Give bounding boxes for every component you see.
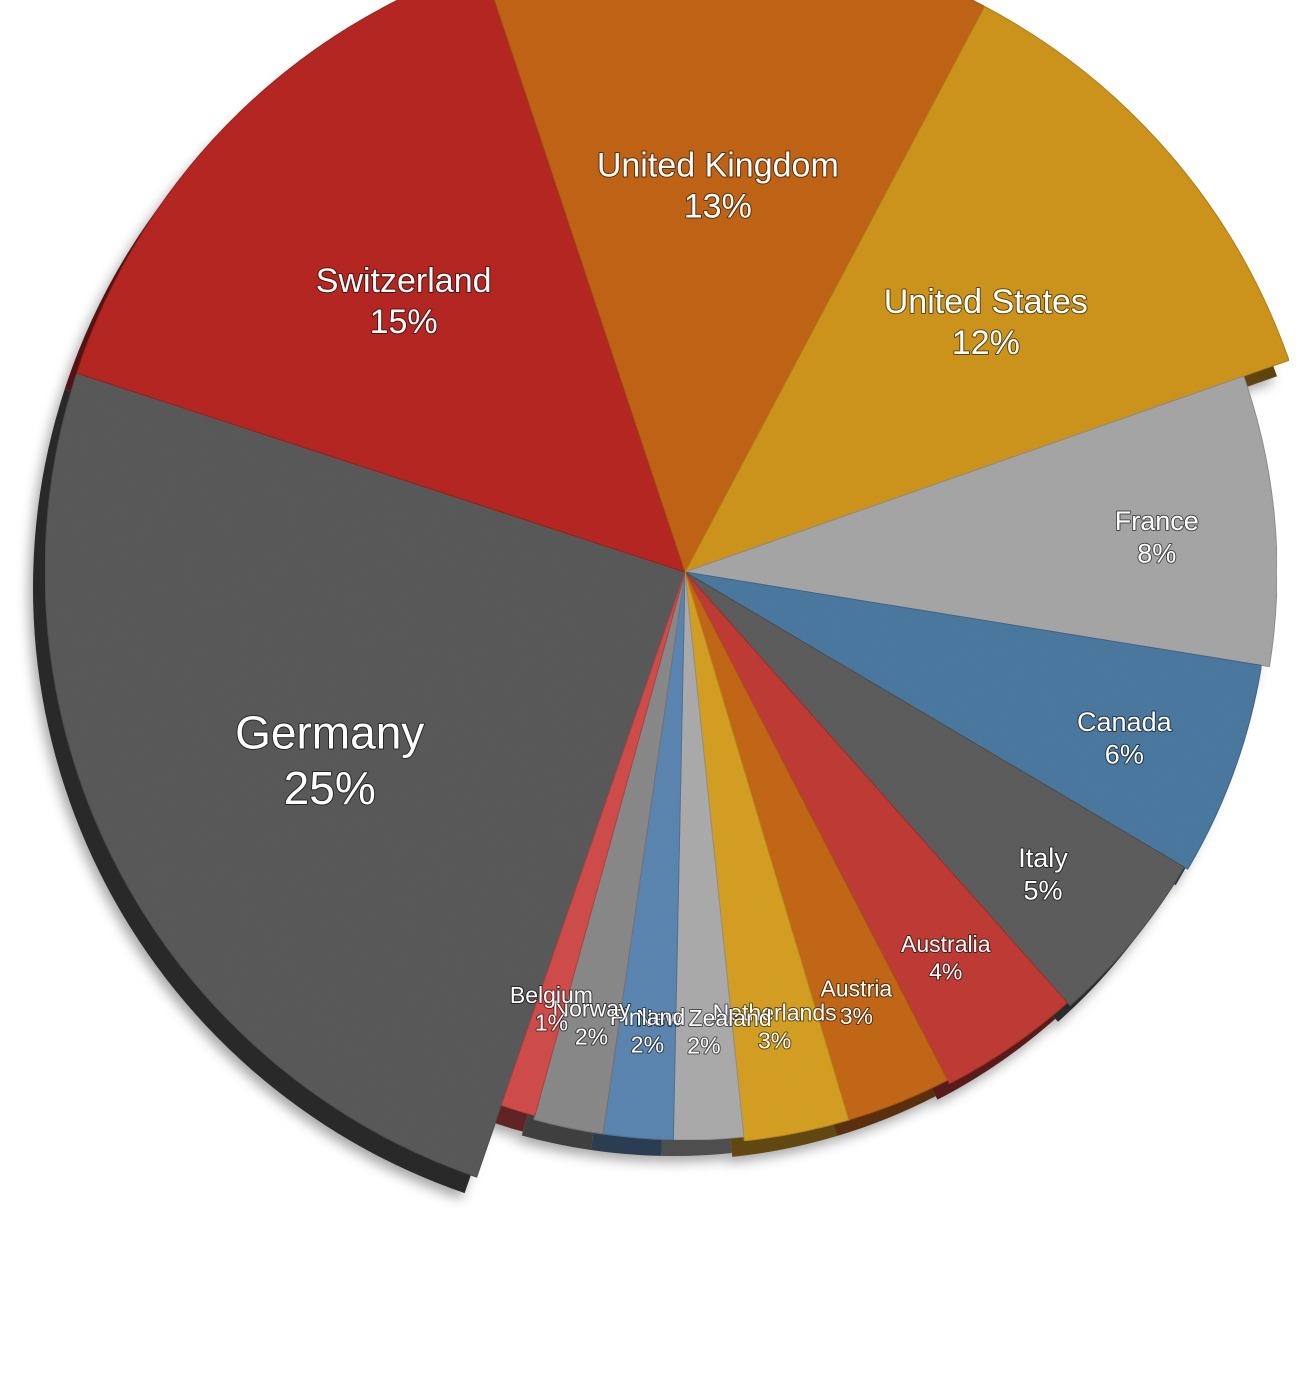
slice-germany[interactable]: [44, 372, 686, 1178]
slice-label-united-states: United States 12%: [884, 283, 1088, 362]
slice-name-finland: Finland: [610, 1004, 685, 1030]
slice-value-belgium: 1%: [535, 1010, 568, 1036]
slice-value-switzerland: 15%: [370, 303, 438, 341]
slice-switzerland[interactable]: [76, 0, 686, 573]
slice-value-norway: 2%: [575, 1023, 608, 1049]
slice-name-united-states: United States: [884, 283, 1088, 321]
slice-label-germany: Germany 25%: [235, 707, 424, 814]
slice-name-united-kingdom: United Kingdom: [597, 147, 839, 185]
slice-value-canada: 6%: [1105, 739, 1144, 769]
slice-united-kingdom[interactable]: [483, 0, 986, 574]
slice-france[interactable]: [684, 375, 1278, 668]
slice-name-france: France: [1115, 506, 1199, 536]
slice-norway[interactable]: [533, 571, 686, 1135]
slice-name-new-zealand: New Zealand: [636, 1005, 772, 1031]
slice-value-austria: 3%: [840, 1003, 873, 1029]
slice-name-austria: Austria: [821, 975, 893, 1001]
slice-name-canada: Canada: [1077, 707, 1173, 737]
slice-value-italy: 5%: [1024, 876, 1063, 906]
slice-united-states[interactable]: [683, 5, 1290, 573]
slice-layer: [44, 0, 1290, 1178]
slice-label-finland: Finland 2%: [610, 1004, 685, 1058]
slice-label-norway: Norway 2%: [553, 996, 631, 1050]
slice-label-new-zealand: New Zealand 2%: [636, 1005, 772, 1059]
slice-label-canada: Canada 6%: [1077, 707, 1173, 769]
slice-label-switzerland: Switzerland 15%: [316, 262, 492, 341]
slice-label-france: France 8%: [1115, 506, 1199, 568]
slice-name-belgium: Belgium: [510, 982, 593, 1008]
slice-value-united-kingdom: 13%: [684, 187, 752, 225]
slice-label-netherlands: Netherlands 3%: [713, 1000, 837, 1054]
slice-name-italy: Italy: [1018, 843, 1068, 873]
slice-canada[interactable]: [684, 571, 1263, 870]
slice-value-germany: 25%: [284, 762, 376, 814]
slice-value-netherlands: 3%: [758, 1027, 791, 1053]
slice-value-united-states: 12%: [952, 324, 1020, 362]
slice-australia[interactable]: [684, 571, 1069, 1085]
slice-italy[interactable]: [684, 571, 1185, 1007]
slice-label-austria: Austria 3%: [821, 975, 893, 1029]
slice-name-norway: Norway: [553, 996, 631, 1022]
slice-value-finland: 2%: [631, 1031, 664, 1057]
slice-label-italy: Italy 5%: [1018, 843, 1068, 905]
slice-name-netherlands: Netherlands: [713, 1000, 837, 1026]
slice-name-australia: Australia: [901, 931, 991, 957]
slice-belgium[interactable]: [500, 571, 686, 1117]
slice-value-new-zealand: 2%: [687, 1033, 720, 1059]
slice-label-belgium: Belgium 1%: [510, 982, 593, 1036]
slice-label-australia: Australia 4%: [901, 931, 991, 985]
slice-name-switzerland: Switzerland: [316, 262, 492, 300]
slice-label-united-kingdom: United Kingdom 13%: [597, 147, 839, 226]
slice-netherlands[interactable]: [684, 571, 850, 1142]
slice-name-germany: Germany: [235, 707, 424, 759]
slice-value-australia: 4%: [929, 959, 962, 985]
label-layer: Germany 25% Switzerland 15% United Kingdom 13…: [234, 146, 1200, 1060]
slice-value-france: 8%: [1137, 539, 1176, 569]
